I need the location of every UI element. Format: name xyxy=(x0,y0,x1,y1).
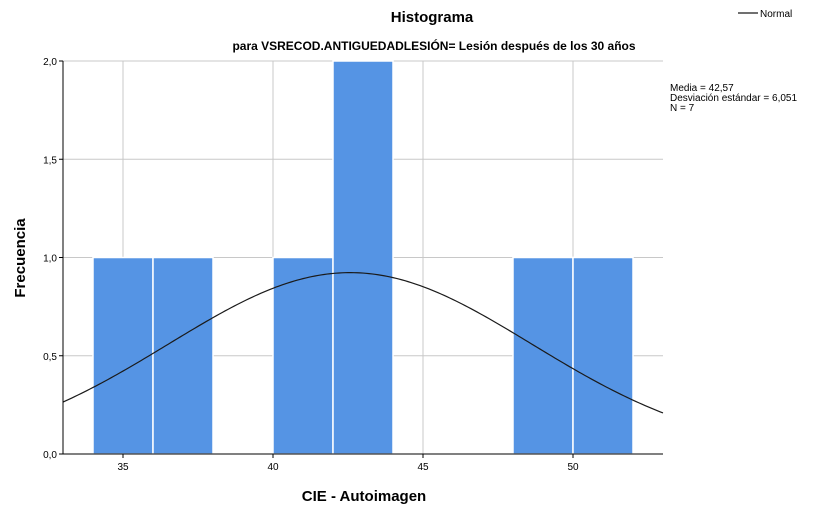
histogram-bar-4 xyxy=(513,258,573,455)
x-tick-label-0: 35 xyxy=(117,462,129,473)
y-axis-label: Frecuencia xyxy=(12,218,29,298)
x-tick-labels: 35 40 45 50 xyxy=(117,462,579,473)
x-axis-label: CIE - Autoimagen xyxy=(302,488,426,505)
stats-box: Media = 42,57 Desviación estándar = 6,05… xyxy=(670,83,797,114)
y-tick-label-0: 0,0 xyxy=(43,450,57,461)
histogram-bars xyxy=(93,61,633,454)
stat-n: N = 7 xyxy=(670,103,695,114)
chart-subtitle: para VSRECOD.ANTIGUEDADLESIÓN= Lesión de… xyxy=(232,38,635,53)
y-tick-label-2: 1,0 xyxy=(43,254,57,265)
y-tick-label-4: 2,0 xyxy=(43,57,57,68)
x-tick-label-2: 45 xyxy=(417,462,429,473)
histogram-bar-3 xyxy=(333,61,393,454)
histogram-bar-2 xyxy=(273,258,333,455)
chart-title: Histograma xyxy=(391,9,474,26)
y-tick-label-1: 0,5 xyxy=(43,352,57,363)
legend: Normal xyxy=(738,9,792,20)
legend-normal-label: Normal xyxy=(760,9,792,20)
y-tick-label-3: 1,5 xyxy=(43,155,57,166)
x-tick-label-3: 50 xyxy=(567,462,579,473)
histogram-bar-1 xyxy=(153,258,213,455)
histogram-bar-5 xyxy=(573,258,633,455)
x-tick-label-1: 40 xyxy=(267,462,279,473)
histogram-bar-0 xyxy=(93,258,153,455)
y-tick-labels: 0,0 0,5 1,0 1,5 2,0 xyxy=(43,57,57,461)
